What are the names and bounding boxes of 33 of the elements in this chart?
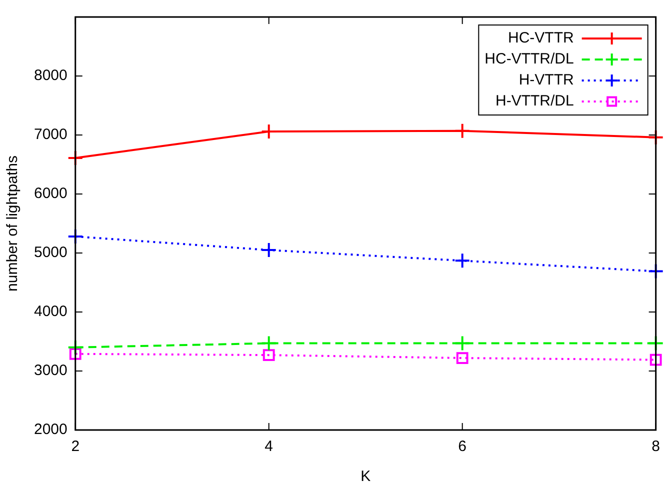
point — [454, 122, 470, 139]
point — [260, 242, 277, 258]
point — [67, 150, 84, 166]
point — [260, 123, 277, 140]
legend-label: H-VTTR/DL — [495, 92, 574, 110]
point — [260, 335, 277, 352]
legend-label: HC-VTTR/DL — [484, 50, 574, 68]
point — [67, 228, 84, 244]
point — [262, 349, 275, 362]
point — [650, 354, 662, 366]
point — [648, 263, 664, 280]
legend-label: HC-VTTR — [508, 30, 574, 47]
point — [69, 348, 82, 360]
y-tick-label: 3000 — [34, 362, 68, 380]
x-tick-label: 6 — [458, 438, 467, 456]
y-tick-label: 5000 — [34, 244, 68, 262]
point — [456, 352, 468, 364]
legend-label: H-VTTR — [518, 72, 574, 89]
point — [454, 335, 470, 352]
x-tick-label: 2 — [71, 438, 80, 456]
x-tick-label: 8 — [652, 438, 660, 456]
x-tick-label: 4 — [264, 438, 274, 456]
x-axis-title: K — [360, 468, 371, 486]
point — [648, 129, 664, 146]
y-tick-label: 4000 — [34, 303, 68, 320]
y-tick-label: 2000 — [34, 421, 68, 438]
y-tick-label: 6000 — [34, 185, 68, 202]
y-tick-label: 7000 — [34, 126, 68, 144]
y-tick-label: 8000 — [34, 67, 68, 84]
point — [454, 252, 470, 269]
y-axis-title: number of lightpaths — [4, 156, 22, 292]
point — [648, 335, 664, 352]
point — [67, 339, 84, 356]
